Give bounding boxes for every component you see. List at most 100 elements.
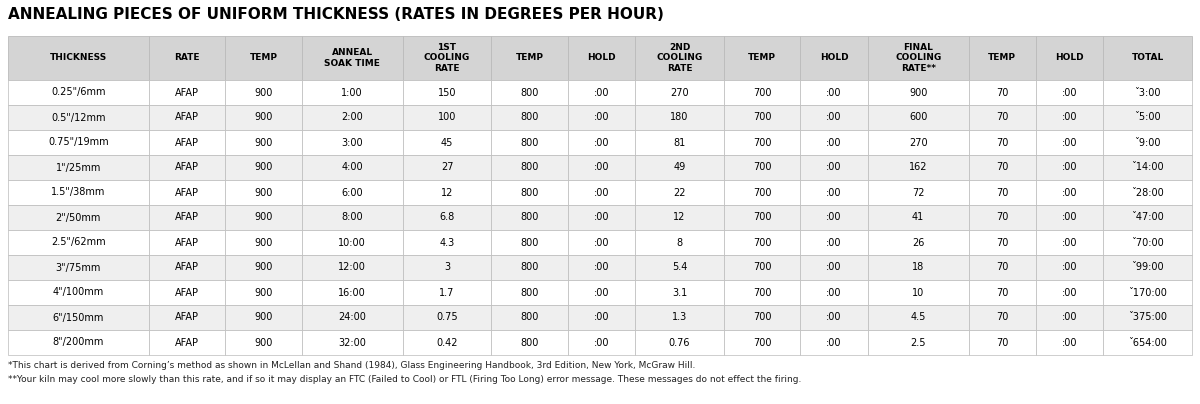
Bar	[724, 130, 800, 155]
Text: 800: 800	[521, 162, 539, 173]
Text: 70: 70	[996, 213, 1008, 223]
Text: :00: :00	[594, 337, 610, 347]
Bar	[301, 230, 403, 255]
Text: ANNEAL
SOAK TIME: ANNEAL SOAK TIME	[324, 48, 380, 68]
Text: 1:00: 1:00	[341, 88, 362, 97]
Bar	[568, 255, 635, 280]
Text: 162: 162	[908, 162, 928, 173]
Text: HOLD: HOLD	[820, 53, 848, 63]
Bar	[8, 280, 149, 305]
Text: :00: :00	[827, 187, 841, 198]
Bar	[800, 230, 868, 255]
Bar	[8, 180, 149, 205]
Bar	[403, 155, 491, 180]
Text: AFAP: AFAP	[175, 187, 199, 198]
Bar	[568, 230, 635, 255]
Text: 2"/50mm: 2"/50mm	[55, 213, 101, 223]
Text: 800: 800	[521, 112, 539, 122]
Text: 270: 270	[908, 137, 928, 147]
Text: 81: 81	[673, 137, 685, 147]
Bar	[568, 180, 635, 205]
Bar	[568, 36, 635, 80]
Bar	[800, 280, 868, 305]
Text: 700: 700	[752, 337, 772, 347]
Bar	[226, 180, 301, 205]
Bar	[724, 305, 800, 330]
Bar	[8, 255, 149, 280]
Bar	[8, 230, 149, 255]
Bar	[403, 330, 491, 355]
Text: :00: :00	[594, 162, 610, 173]
Text: :00: :00	[827, 88, 841, 97]
Text: 70: 70	[996, 88, 1008, 97]
Text: 70: 70	[996, 187, 1008, 198]
Bar	[1036, 180, 1103, 205]
Bar	[8, 305, 149, 330]
Bar	[568, 105, 635, 130]
Bar	[724, 80, 800, 105]
Text: 700: 700	[752, 137, 772, 147]
Text: 1ST
COOLING
RATE: 1ST COOLING RATE	[424, 43, 470, 73]
Text: :00: :00	[1062, 213, 1078, 223]
Bar	[868, 105, 968, 130]
Text: 800: 800	[521, 88, 539, 97]
Text: FINAL
COOLING
RATE**: FINAL COOLING RATE**	[895, 43, 941, 73]
Text: :00: :00	[594, 213, 610, 223]
Bar	[568, 305, 635, 330]
Bar	[568, 155, 635, 180]
Text: ANNEALING PIECES OF UNIFORM THICKNESS (RATES IN DEGREES PER HOUR): ANNEALING PIECES OF UNIFORM THICKNESS (R…	[8, 7, 664, 22]
Bar	[968, 330, 1036, 355]
Text: 18: 18	[912, 263, 924, 273]
Bar	[491, 255, 568, 280]
Bar	[568, 80, 635, 105]
Bar	[8, 105, 149, 130]
Bar	[301, 330, 403, 355]
Bar	[635, 80, 724, 105]
Bar	[968, 280, 1036, 305]
Text: ˇ70:00: ˇ70:00	[1132, 238, 1164, 248]
Text: 700: 700	[752, 288, 772, 297]
Bar	[968, 205, 1036, 230]
Bar	[635, 205, 724, 230]
Text: HOLD: HOLD	[587, 53, 616, 63]
Bar	[491, 205, 568, 230]
Bar	[800, 36, 868, 80]
Text: 8:00: 8:00	[341, 213, 362, 223]
Bar	[635, 180, 724, 205]
Bar	[403, 230, 491, 255]
Bar	[149, 155, 226, 180]
Text: 800: 800	[521, 137, 539, 147]
Text: 12: 12	[440, 187, 454, 198]
Bar	[491, 280, 568, 305]
Bar	[800, 330, 868, 355]
Bar	[301, 305, 403, 330]
Text: HOLD: HOLD	[1055, 53, 1084, 63]
Text: 700: 700	[752, 213, 772, 223]
Text: 70: 70	[996, 112, 1008, 122]
Bar	[800, 130, 868, 155]
Text: :00: :00	[827, 137, 841, 147]
Bar	[568, 205, 635, 230]
Text: :00: :00	[827, 337, 841, 347]
Text: 900: 900	[254, 238, 272, 248]
Text: AFAP: AFAP	[175, 263, 199, 273]
Text: 3"/75mm: 3"/75mm	[55, 263, 101, 273]
Text: 900: 900	[254, 112, 272, 122]
Text: :00: :00	[594, 112, 610, 122]
Bar	[724, 36, 800, 80]
Bar	[724, 180, 800, 205]
Text: AFAP: AFAP	[175, 238, 199, 248]
Text: AFAP: AFAP	[175, 162, 199, 173]
Text: 72: 72	[912, 187, 924, 198]
Bar	[635, 105, 724, 130]
Text: 4:00: 4:00	[341, 162, 362, 173]
Bar	[301, 205, 403, 230]
Text: 2.5: 2.5	[911, 337, 926, 347]
Bar	[1103, 230, 1192, 255]
Text: 12:00: 12:00	[338, 263, 366, 273]
Text: :00: :00	[1062, 187, 1078, 198]
Text: :00: :00	[594, 137, 610, 147]
Bar	[1036, 330, 1103, 355]
Text: 800: 800	[521, 187, 539, 198]
Text: 2ND
COOLING
RATE: 2ND COOLING RATE	[656, 43, 703, 73]
